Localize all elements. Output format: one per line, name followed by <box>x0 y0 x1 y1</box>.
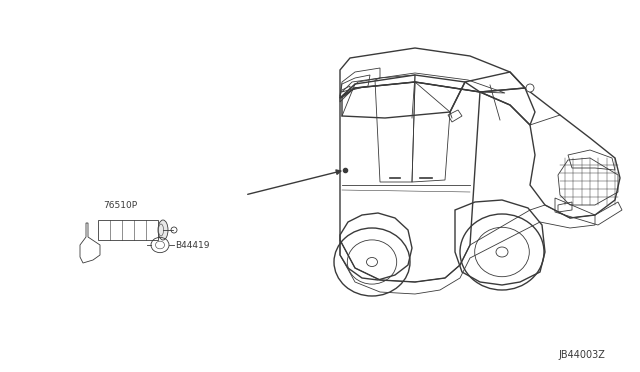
Ellipse shape <box>496 247 508 257</box>
Circle shape <box>526 84 534 92</box>
Text: JB44003Z: JB44003Z <box>558 350 605 360</box>
Ellipse shape <box>367 257 378 266</box>
Text: B44419: B44419 <box>175 241 209 250</box>
Text: 76510P: 76510P <box>103 201 137 210</box>
Ellipse shape <box>158 220 168 240</box>
Circle shape <box>171 227 177 233</box>
